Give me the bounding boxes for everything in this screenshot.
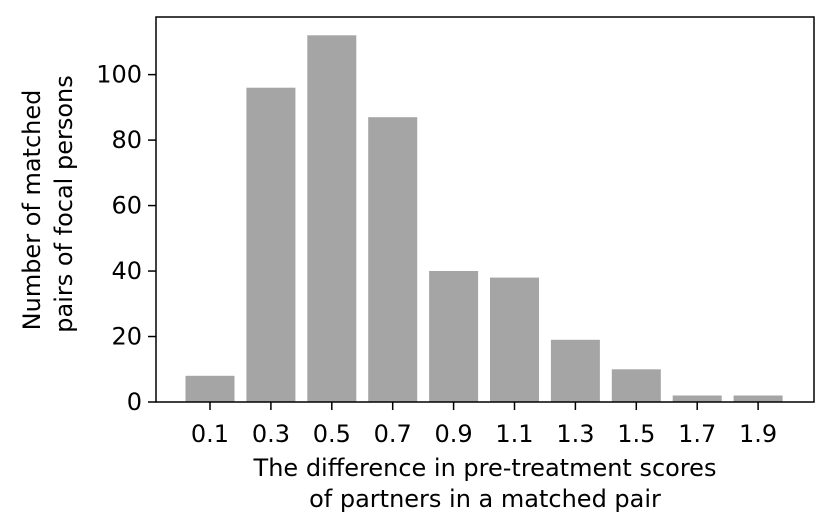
bar-1-5 [611,369,661,402]
x-axis: 0.1 0.3 0.5 0.7 0.9 1.1 1.3 1.5 1.7 1.9 [191,402,777,448]
y-tick-label: 100 [96,61,142,89]
bar-0-3 [246,87,296,402]
bar-0-1 [185,375,235,402]
x-tick-label: 1.9 [739,420,777,448]
bar-1-9 [733,395,783,402]
bar-1-7 [672,395,722,402]
bar-1-1 [490,277,539,402]
y-axis-label-line-2: pairs of focal persons [50,75,78,332]
y-tick-label: 40 [111,257,142,285]
x-tick-label: 1.1 [495,420,533,448]
x-tick-label: 1.3 [556,420,594,448]
bar-0-7 [368,117,418,402]
bar-1-3 [550,339,600,402]
x-tick-label: 0.7 [374,420,412,448]
bars-group [185,35,783,403]
y-tick-label: 20 [111,323,142,351]
x-axis-label-line-1: The difference in pre-treatment scores [253,454,717,482]
y-tick-label: 60 [111,192,142,220]
plot-frame [155,16,815,403]
x-tick-label: 0.3 [252,420,290,448]
x-tick-label: 0.1 [191,420,229,448]
x-axis-label-line-2: of partners in a matched pair [309,485,661,513]
y-tick-label: 0 [127,388,142,416]
y-axis-label-line-1: Number of matched [18,90,46,331]
x-tick-label: 1.5 [617,420,655,448]
y-axis: 0 20 40 60 80 100 [96,61,156,416]
x-tick-label: 1.7 [678,420,716,448]
y-tick-label: 80 [111,126,142,154]
x-tick-label: 0.5 [313,420,351,448]
bar-0-9 [429,271,479,402]
bar-0-5 [307,35,357,403]
x-tick-label: 0.9 [435,420,473,448]
